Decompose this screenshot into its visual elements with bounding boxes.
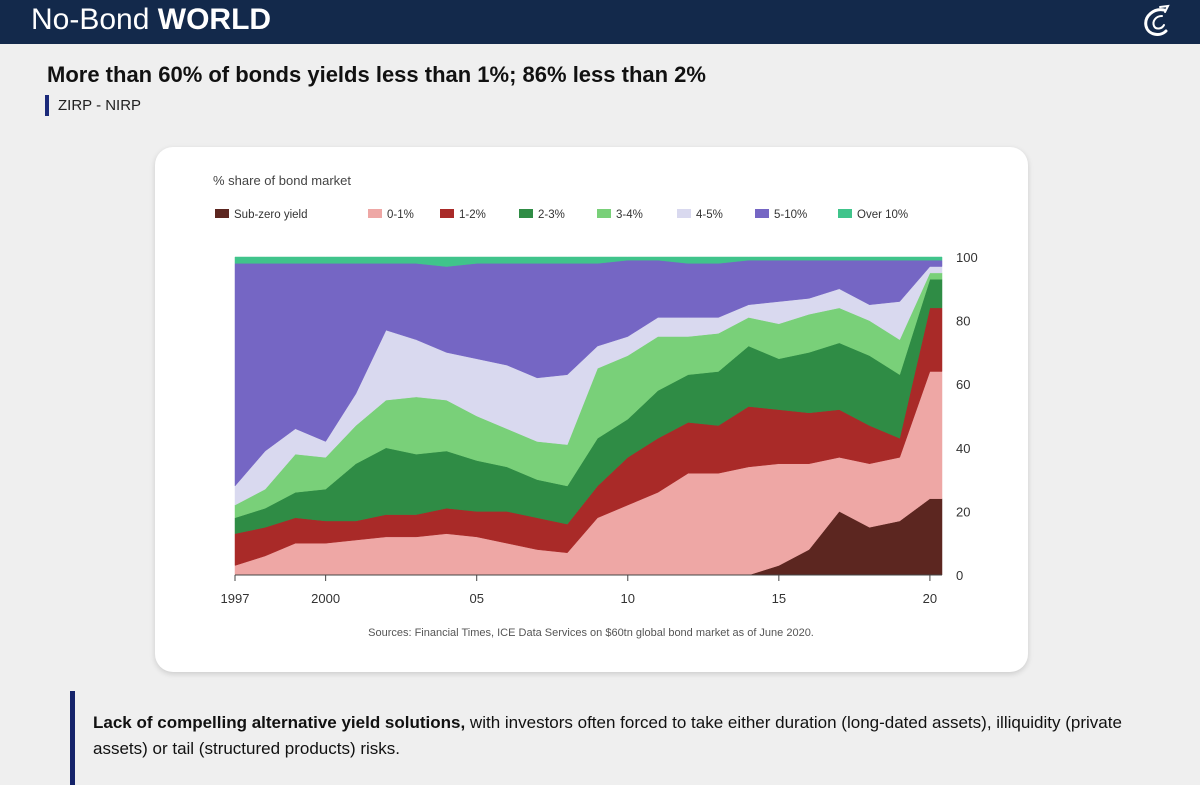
legend-label-2: 1-2% (459, 209, 486, 221)
legend-label-4: 3-4% (616, 209, 643, 221)
chart-source: Sources: Financial Times, ICE Data Servi… (368, 627, 814, 639)
legend-swatch-0 (215, 209, 229, 218)
x-tick-5: 20 (923, 591, 937, 606)
swirl-logo-icon (1144, 4, 1170, 36)
legend-swatch-6 (755, 209, 769, 218)
y-tick-5: 100 (956, 250, 978, 265)
legend-label-5: 4-5% (696, 209, 723, 221)
x-tick-4: 15 (772, 591, 786, 606)
brand-prefix: No-Bond (31, 3, 150, 36)
legend-swatch-4 (597, 209, 611, 218)
y-tick-0: 0 (956, 568, 963, 583)
footnote: Lack of compelling alternative yield sol… (70, 691, 1140, 785)
x-tick-1: 2000 (311, 591, 340, 606)
brand-bold: WORLD (157, 3, 272, 36)
chart-title: % share of bond market (213, 173, 351, 188)
area-series-7 (234, 256, 943, 267)
y-tick-1: 20 (956, 504, 970, 519)
x-tick-2: 05 (469, 591, 483, 606)
legend-swatch-2 (440, 209, 454, 218)
legend-label-0: Sub-zero yield (234, 209, 308, 221)
legend-swatch-1 (368, 209, 382, 218)
y-tick-3: 60 (956, 377, 970, 392)
brand-title: No-Bond WORLD (31, 2, 271, 38)
page-subtitle: ZIRP - NIRP (45, 95, 141, 116)
legend-label-6: 5-10% (774, 209, 807, 221)
legend-label-3: 2-3% (538, 209, 565, 221)
legend-swatch-7 (838, 209, 852, 218)
x-tick-3: 10 (621, 591, 635, 606)
bond-yield-chart: % share of bond market Sub-zero yield 0-1%… (213, 173, 978, 639)
legend-label-7: Over 10% (857, 209, 908, 221)
footnote-bold: Lack of compelling alternative yield sol… (93, 713, 466, 732)
legend-label-1: 0-1% (387, 209, 414, 221)
legend-swatch-5 (677, 209, 691, 218)
x-tick-0: 1997 (221, 591, 250, 606)
page-headline: More than 60% of bonds yields less than … (47, 62, 706, 87)
y-tick-4: 80 (956, 314, 970, 329)
legend-swatch-3 (519, 209, 533, 218)
header-bar: No-Bond WORLD (0, 0, 1200, 44)
footnote-text: with investors often forced to take eith… (93, 713, 1122, 758)
y-tick-2: 40 (956, 441, 970, 456)
chart-card: % share of bond market Sub-zero yield 0-1%… (155, 147, 1028, 672)
